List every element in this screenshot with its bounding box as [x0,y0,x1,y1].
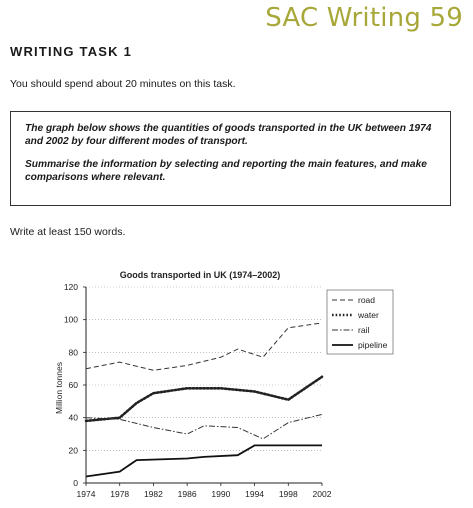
y-tick-label: 120 [64,282,78,292]
legend-box [326,289,394,355]
chart-title: Goods transported in UK (1974–2002) [120,270,281,280]
y-tick-label: 60 [69,380,79,390]
y-tick-label: 80 [69,347,79,357]
y-tick-label: 0 [73,478,78,488]
x-tick-label: 1994 [245,489,264,499]
x-tick-label: 1982 [144,489,163,499]
x-tick-label: 1986 [178,489,197,499]
y-tick-label: 100 [64,315,78,325]
y-tick-label: 40 [69,413,79,423]
y-tick-label: 20 [69,445,79,455]
line-chart: 0 20 40 60 80 100 120 1974 1978 1982 1986 1990 1994 1… [54,270,394,499]
chart-axes: 0 20 40 60 80 100 120 1974 1978 1982 1986 1990 1994 1… [64,282,332,499]
chart-series [84,322,324,478]
time-note: You should spend about 20 minutes on thi… [10,78,236,90]
brand-title: SAC Writing 59 [265,3,463,33]
x-tick-label: 2002 [313,489,332,499]
x-tick-label: 1974 [77,489,96,499]
y-axis-label: Million tonnes [54,362,64,414]
chart-gridlines [86,286,322,451]
series-line-pipeline [85,444,322,478]
legend-label-pipeline: pipeline [358,340,388,350]
series-line-road [85,322,323,371]
task-instruction: Summarise the information by selecting a… [25,159,427,183]
series-line-water [84,375,324,423]
legend-label-road: road [358,295,375,305]
chart-legend: road water rail pipeline [326,289,394,355]
task-prompt: The graph below shows the quantities of … [25,123,432,147]
series-line-rail [85,413,323,440]
legend-label-rail: rail [358,325,369,335]
task-prompt-box: The graph below shows the quantities of … [10,111,451,206]
legend-label-water: water [357,310,379,320]
x-tick-label: 1978 [110,489,129,499]
x-tick-label: 1998 [279,489,298,499]
x-tick-label: 1990 [211,489,230,499]
word-count-note: Write at least 150 words. [10,226,126,238]
task-heading: WRITING TASK 1 [10,44,132,59]
